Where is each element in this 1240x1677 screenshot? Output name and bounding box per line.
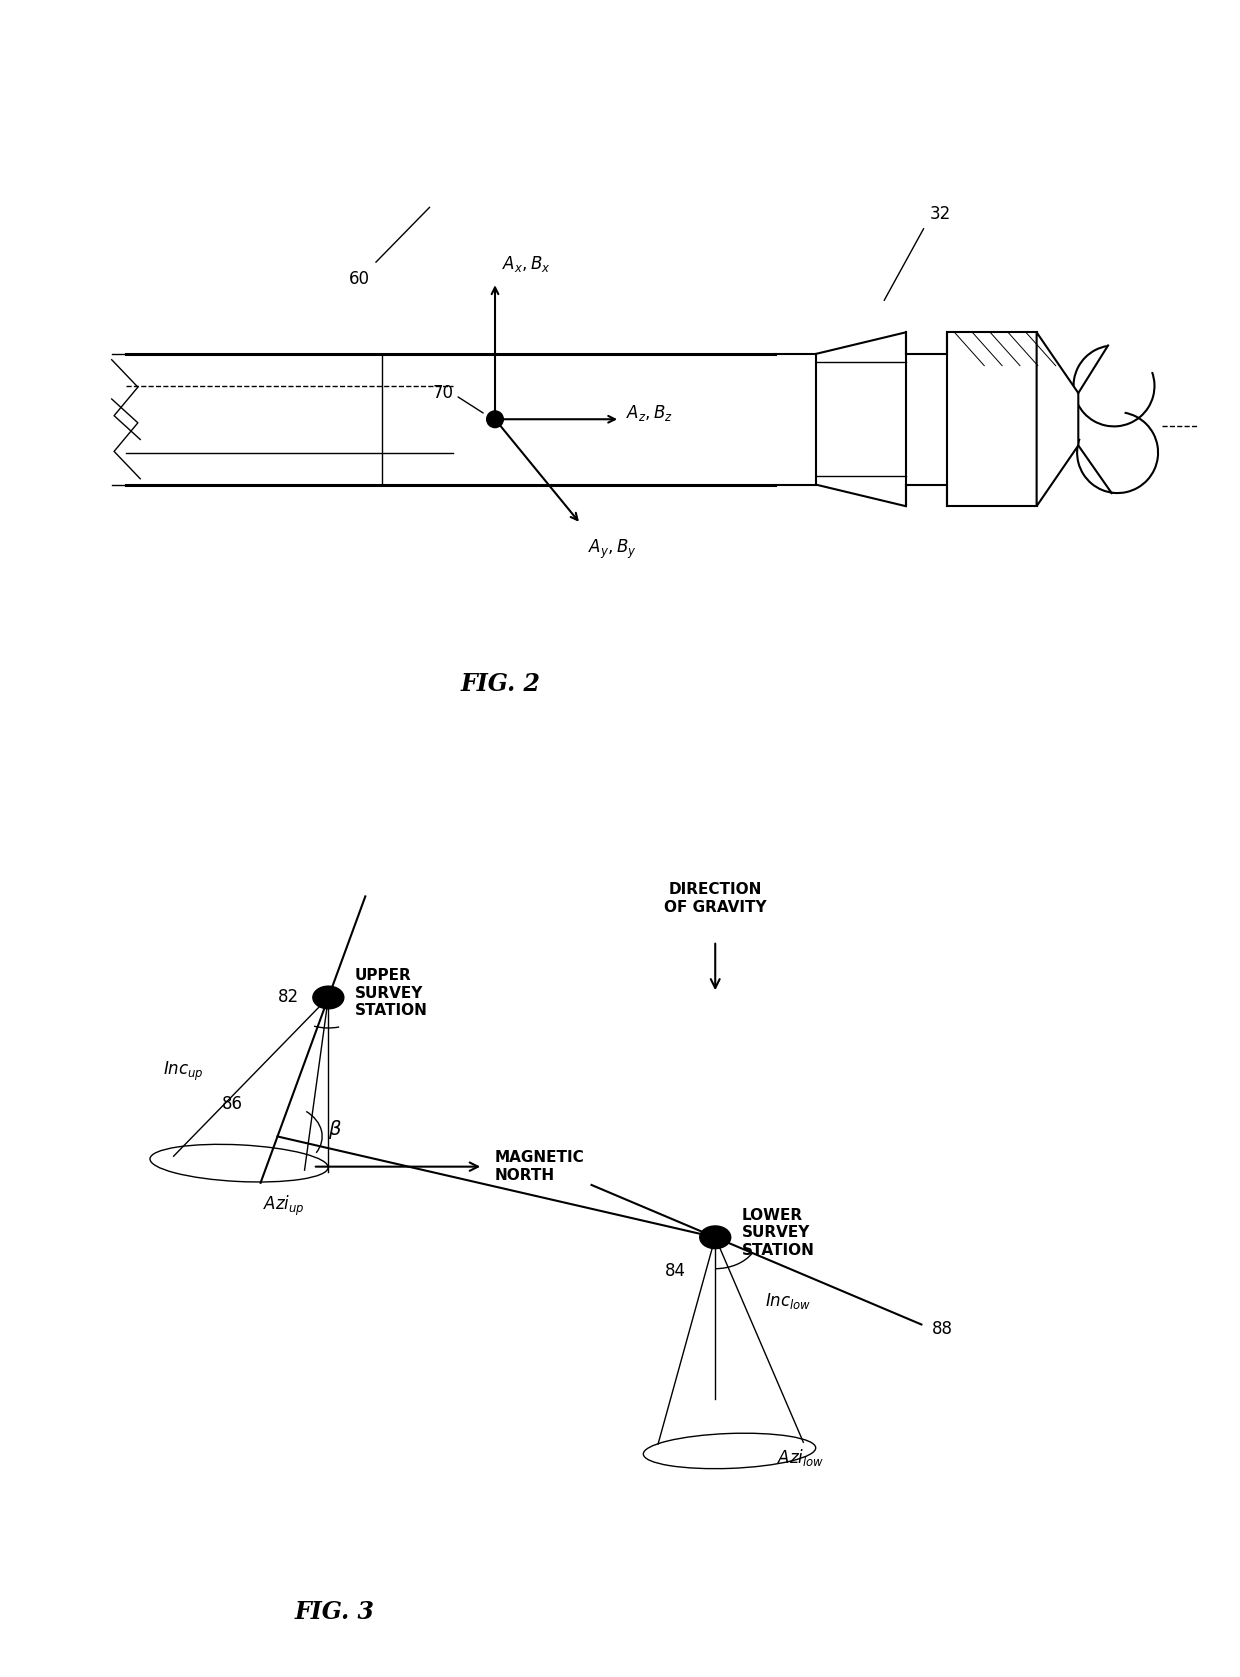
Text: FIG. 2: FIG. 2 [461,671,541,696]
Text: $\beta$: $\beta$ [327,1119,341,1140]
Text: 60: 60 [348,270,370,288]
Text: MAGNETIC
NORTH: MAGNETIC NORTH [495,1150,585,1182]
Text: $A_z,B_z$: $A_z,B_z$ [626,402,673,423]
Text: LOWER
SURVEY
STATION: LOWER SURVEY STATION [742,1207,815,1258]
Text: 88: 88 [931,1320,952,1338]
Text: $\mathit{Inc}_{low}$: $\mathit{Inc}_{low}$ [765,1291,812,1311]
Text: 32: 32 [930,205,951,223]
Text: 70: 70 [433,384,454,402]
Circle shape [699,1226,730,1249]
Text: $\mathit{Azi}_{up}$: $\mathit{Azi}_{up}$ [263,1194,305,1218]
Text: $A_x,B_x$: $A_x,B_x$ [502,253,551,273]
Text: DIRECTION
OF GRAVITY: DIRECTION OF GRAVITY [663,882,766,914]
Circle shape [486,411,503,428]
Text: 82: 82 [278,988,299,1006]
Circle shape [312,986,343,1010]
Text: UPPER
SURVEY
STATION: UPPER SURVEY STATION [355,968,428,1018]
Polygon shape [1037,332,1079,506]
Polygon shape [947,332,1037,506]
Text: $A_y,B_y$: $A_y,B_y$ [588,538,636,562]
Text: $\mathit{Azi}_{low}$: $\mathit{Azi}_{low}$ [777,1447,825,1469]
Text: 86: 86 [222,1095,243,1114]
Text: $\mathit{Inc}_{up}$: $\mathit{Inc}_{up}$ [162,1060,203,1083]
Text: 84: 84 [665,1261,686,1280]
Text: FIG. 3: FIG. 3 [294,1600,374,1625]
